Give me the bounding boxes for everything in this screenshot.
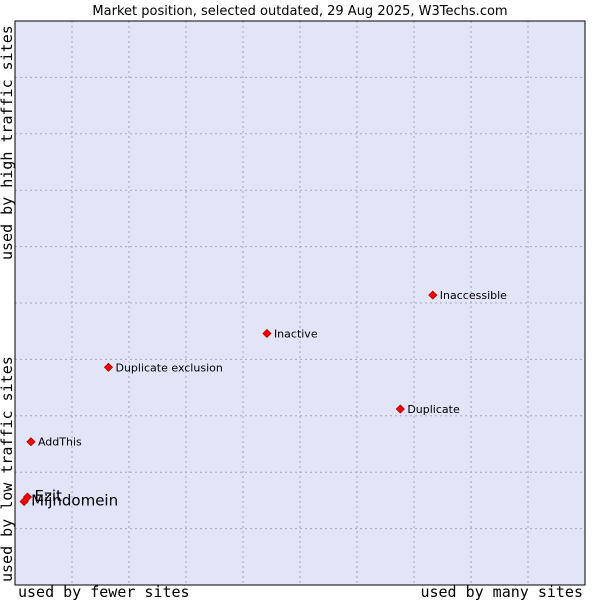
data-point-marker bbox=[395, 404, 405, 414]
data-point-label: AddThis bbox=[38, 436, 82, 449]
plot-frame bbox=[14, 20, 586, 586]
data-point-marker bbox=[103, 362, 114, 372]
data-point: Inactive bbox=[262, 327, 318, 340]
grid-lines bbox=[15, 21, 585, 585]
chart-title: Market position, selected outdated, 29 A… bbox=[92, 4, 507, 19]
y-axis-label-top: used by high traffic sites bbox=[0, 25, 16, 260]
data-point-marker bbox=[19, 496, 29, 507]
data-point-label: Duplicate exclusion bbox=[115, 361, 222, 374]
data-point-label: Inactive bbox=[274, 327, 318, 340]
data-point: AddThis bbox=[26, 436, 82, 449]
data-point-marker bbox=[262, 328, 272, 339]
data-point-marker bbox=[428, 290, 438, 300]
data-point: Mijndomein bbox=[19, 492, 118, 510]
data-point: Inaccessible bbox=[428, 289, 507, 302]
data-point-label: Mijndomein bbox=[31, 492, 118, 510]
x-axis-label-right: used by many sites bbox=[420, 583, 583, 600]
data-points: Inaccessible Inactive Duplicate exclusion D… bbox=[19, 289, 507, 510]
x-axis-label-left: used by fewer sites bbox=[18, 583, 190, 600]
data-point: Duplicate exclusion bbox=[103, 361, 223, 374]
data-point: Duplicate bbox=[395, 403, 460, 416]
data-point-label: Inaccessible bbox=[440, 289, 507, 302]
data-point-label: Ezit bbox=[35, 487, 63, 505]
data-point-label: Duplicate bbox=[407, 403, 460, 416]
y-axis-label-bottom: used by low traffic sites bbox=[0, 356, 16, 582]
data-point-marker bbox=[26, 437, 36, 447]
